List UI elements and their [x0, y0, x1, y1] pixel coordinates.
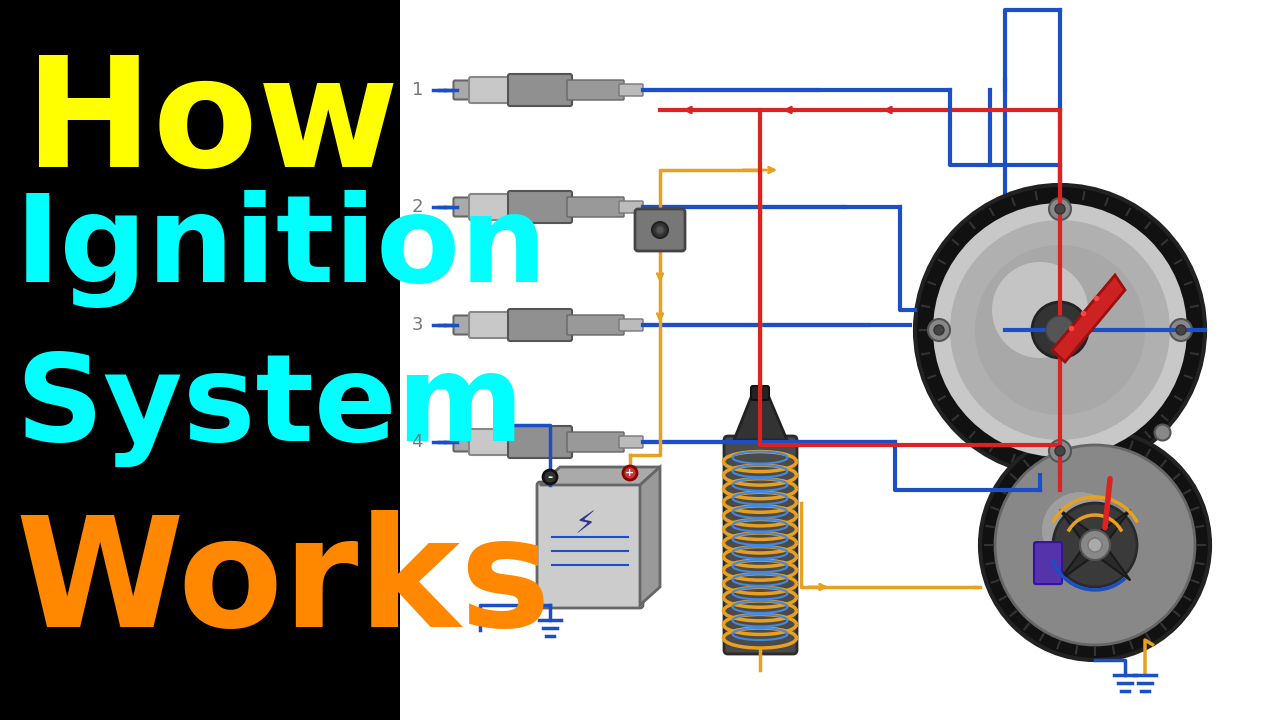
- FancyBboxPatch shape: [567, 197, 623, 217]
- FancyBboxPatch shape: [1034, 542, 1062, 584]
- Circle shape: [950, 220, 1170, 440]
- Polygon shape: [540, 467, 660, 485]
- Circle shape: [652, 222, 668, 238]
- FancyBboxPatch shape: [620, 436, 643, 448]
- FancyBboxPatch shape: [453, 433, 475, 451]
- Circle shape: [1053, 503, 1137, 587]
- FancyBboxPatch shape: [724, 436, 797, 654]
- FancyBboxPatch shape: [567, 432, 623, 452]
- FancyBboxPatch shape: [567, 80, 623, 100]
- Circle shape: [975, 245, 1146, 415]
- Text: How: How: [26, 50, 399, 199]
- FancyBboxPatch shape: [468, 429, 515, 455]
- Text: System: System: [15, 350, 524, 467]
- Circle shape: [915, 185, 1204, 475]
- Circle shape: [1046, 316, 1074, 344]
- Polygon shape: [1101, 551, 1130, 580]
- FancyBboxPatch shape: [538, 482, 643, 608]
- FancyBboxPatch shape: [453, 315, 475, 335]
- Text: -: -: [548, 470, 553, 484]
- Text: 3: 3: [411, 316, 422, 334]
- Text: ⚡: ⚡: [575, 510, 595, 539]
- FancyBboxPatch shape: [508, 74, 572, 106]
- Circle shape: [623, 466, 637, 480]
- Text: Ignition: Ignition: [15, 190, 548, 308]
- FancyBboxPatch shape: [620, 201, 643, 213]
- Polygon shape: [1060, 510, 1089, 539]
- Text: +: +: [626, 468, 635, 478]
- Circle shape: [933, 203, 1187, 457]
- Circle shape: [1055, 204, 1065, 214]
- Circle shape: [992, 262, 1088, 358]
- FancyBboxPatch shape: [453, 197, 475, 217]
- Polygon shape: [733, 395, 787, 440]
- Circle shape: [1080, 530, 1110, 560]
- Text: Works: Works: [15, 510, 550, 659]
- Circle shape: [1176, 325, 1187, 335]
- FancyBboxPatch shape: [453, 81, 475, 99]
- FancyBboxPatch shape: [468, 77, 515, 103]
- Polygon shape: [640, 467, 660, 605]
- FancyBboxPatch shape: [620, 319, 643, 331]
- Circle shape: [1050, 440, 1071, 462]
- Polygon shape: [1060, 551, 1089, 580]
- FancyBboxPatch shape: [468, 312, 515, 338]
- Circle shape: [1088, 538, 1102, 552]
- Circle shape: [1032, 302, 1088, 358]
- FancyBboxPatch shape: [751, 386, 769, 400]
- FancyBboxPatch shape: [508, 426, 572, 458]
- Text: 4: 4: [411, 433, 422, 451]
- FancyBboxPatch shape: [508, 191, 572, 223]
- Circle shape: [928, 319, 950, 341]
- Circle shape: [995, 445, 1196, 645]
- Circle shape: [1055, 446, 1065, 456]
- Circle shape: [1050, 198, 1071, 220]
- FancyBboxPatch shape: [567, 315, 623, 335]
- Bar: [0, 0, 399, 720]
- FancyBboxPatch shape: [635, 209, 685, 251]
- FancyBboxPatch shape: [468, 194, 515, 220]
- Circle shape: [934, 325, 943, 335]
- Bar: [399, 0, 1280, 720]
- FancyBboxPatch shape: [620, 84, 643, 96]
- Text: 2: 2: [411, 198, 422, 216]
- Polygon shape: [1052, 275, 1125, 362]
- Circle shape: [1170, 319, 1192, 341]
- Circle shape: [655, 226, 664, 234]
- Circle shape: [543, 470, 557, 484]
- FancyBboxPatch shape: [508, 309, 572, 341]
- Circle shape: [1155, 425, 1170, 441]
- Circle shape: [980, 430, 1210, 660]
- Polygon shape: [1101, 510, 1130, 539]
- Text: 1: 1: [412, 81, 422, 99]
- Circle shape: [1042, 492, 1117, 568]
